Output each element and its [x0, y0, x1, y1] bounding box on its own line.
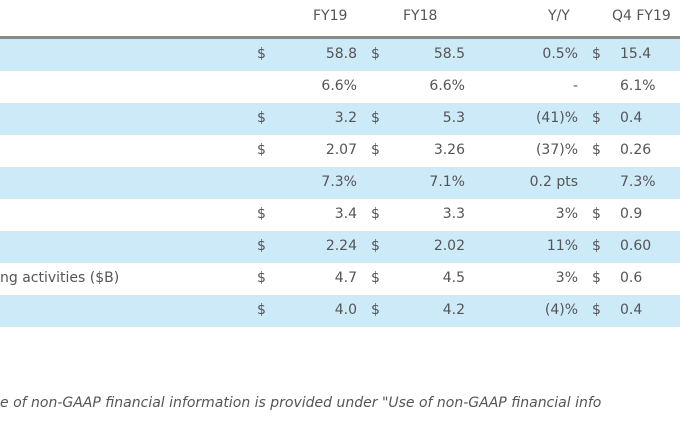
q4fy19-value: 0.9	[620, 206, 643, 222]
yy-change: 0.5%	[542, 46, 578, 62]
currency-symbol: $	[592, 206, 601, 222]
fy19-value: 7.3%	[321, 174, 357, 190]
currency-symbol: $	[592, 142, 601, 158]
currency-symbol: $	[371, 206, 380, 222]
table-row: ng activities ($B) $4.7 $4.5 3% $0.6	[0, 263, 680, 295]
currency-symbol: $	[257, 206, 266, 222]
table-row: 6.6% 6.6% - 6.1%	[0, 71, 680, 103]
currency-symbol: $	[257, 142, 266, 158]
q4fy19-value: 0.4	[620, 302, 643, 318]
currency-symbol: $	[257, 110, 266, 126]
currency-symbol: $	[371, 110, 380, 126]
q4fy19-value: 0.4	[620, 110, 643, 126]
footnote: e of non-GAAP financial information is p…	[0, 395, 602, 411]
q4fy19-value: 7.3%	[620, 174, 656, 190]
currency-symbol: $	[592, 46, 601, 62]
table-row: 7.3% 7.1% 0.2 pts 7.3%	[0, 167, 680, 199]
col-header-q4fy19: Q4 FY19	[612, 8, 671, 24]
currency-symbol: $	[257, 46, 266, 62]
fy18-value: 5.3	[442, 110, 465, 126]
q4fy19-value: 6.1%	[620, 78, 656, 94]
currency-symbol: $	[371, 46, 380, 62]
col-header-yy: Y/Y	[548, 8, 570, 24]
currency-symbol: $	[371, 142, 380, 158]
header-divider	[0, 36, 680, 39]
fy19-value: 3.2	[334, 110, 357, 126]
table-row: $4.0 $4.2 (4)% $0.4	[0, 295, 680, 327]
row-label: ng activities ($B)	[0, 270, 120, 286]
currency-symbol: $	[257, 270, 266, 286]
fy19-value: 3.4	[334, 206, 357, 222]
currency-symbol: $	[371, 270, 380, 286]
currency-symbol: $	[592, 110, 601, 126]
yy-change: (4)%	[544, 302, 578, 318]
fy19-value: 6.6%	[321, 78, 357, 94]
q4fy19-value: 0.6	[620, 270, 643, 286]
table-row: $58.8 $58.5 0.5% $15.4	[0, 39, 680, 71]
yy-change: (37)%	[535, 142, 578, 158]
yy-change: 0.2 pts	[529, 174, 578, 190]
col-header-fy18: FY18	[403, 8, 438, 24]
fy18-value: 6.6%	[429, 78, 465, 94]
yy-change: 3%	[555, 206, 578, 222]
q4fy19-value: 15.4	[620, 46, 652, 62]
col-header-fy19: FY19	[313, 8, 348, 24]
q4fy19-value: 0.26	[620, 142, 652, 158]
fy18-value: 4.2	[442, 302, 465, 318]
currency-symbol: $	[592, 270, 601, 286]
fy19-value: 4.7	[334, 270, 357, 286]
yy-change: 11%	[546, 238, 578, 254]
currency-symbol: $	[592, 302, 601, 318]
q4fy19-value: 0.60	[620, 238, 652, 254]
fy18-value: 7.1%	[429, 174, 465, 190]
currency-symbol: $	[371, 238, 380, 254]
fy18-value: 58.5	[433, 46, 465, 62]
fy19-value: 2.07	[325, 142, 357, 158]
fy18-value: 3.26	[433, 142, 465, 158]
table-row: $2.07 $3.26 (37)% $0.26	[0, 135, 680, 167]
fy18-value: 2.02	[433, 238, 465, 254]
currency-symbol: $	[371, 302, 380, 318]
table-header: FY19 FY18 Y/Y Q4 FY19	[0, 0, 680, 36]
yy-change: 3%	[555, 270, 578, 286]
fy18-value: 3.3	[442, 206, 465, 222]
currency-symbol: $	[592, 238, 601, 254]
yy-change: (41)%	[535, 110, 578, 126]
fy19-value: 58.8	[325, 46, 357, 62]
fy18-value: 4.5	[442, 270, 465, 286]
yy-change: -	[572, 78, 578, 94]
currency-symbol: $	[257, 238, 266, 254]
fy19-value: 4.0	[334, 302, 357, 318]
table-row: $2.24 $2.02 11% $0.60	[0, 231, 680, 263]
currency-symbol: $	[257, 302, 266, 318]
fy19-value: 2.24	[325, 238, 357, 254]
table-row: $3.4 $3.3 3% $0.9	[0, 199, 680, 231]
table-row: $3.2 $5.3 (41)% $0.4	[0, 103, 680, 135]
